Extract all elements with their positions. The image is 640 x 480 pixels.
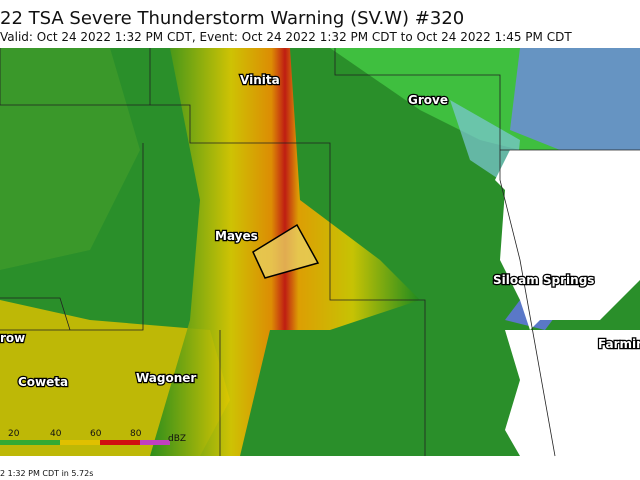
city-label: Grove <box>408 93 448 107</box>
city-label: Siloam Springs <box>493 273 594 287</box>
city-label: Coweta <box>18 375 68 389</box>
title: 22 TSA Severe Thunderstorm Warning (SV.W… <box>0 8 464 29</box>
city-label: Wagoner <box>136 371 196 385</box>
city-label: Mayes <box>215 229 258 243</box>
legend-unit: dBZ <box>168 434 186 444</box>
city-label: row <box>0 331 25 345</box>
city-label: Vinita <box>240 73 280 87</box>
legend-tick: 80 <box>130 429 142 439</box>
no-data <box>505 330 640 456</box>
county-lines <box>0 48 640 457</box>
no-data <box>495 150 640 330</box>
legend-tick: 40 <box>50 429 62 439</box>
subtitle: Valid: Oct 24 2022 1:32 PM CDT, Event: O… <box>0 30 572 44</box>
legend-tick: 60 <box>90 429 102 439</box>
warning-polygon <box>252 223 320 279</box>
legend: 20 40 60 80 dBZ <box>0 429 186 445</box>
footer: 2 1:32 PM CDT in 5.72s <box>0 469 93 478</box>
city-label: Farming <box>598 337 640 351</box>
legend-tick: 20 <box>8 429 20 439</box>
legend-bar <box>100 440 140 445</box>
legend-bar <box>140 440 170 445</box>
echo <box>0 48 140 270</box>
legend-bar <box>60 440 100 445</box>
radar-map <box>0 48 640 457</box>
echo <box>510 48 640 150</box>
